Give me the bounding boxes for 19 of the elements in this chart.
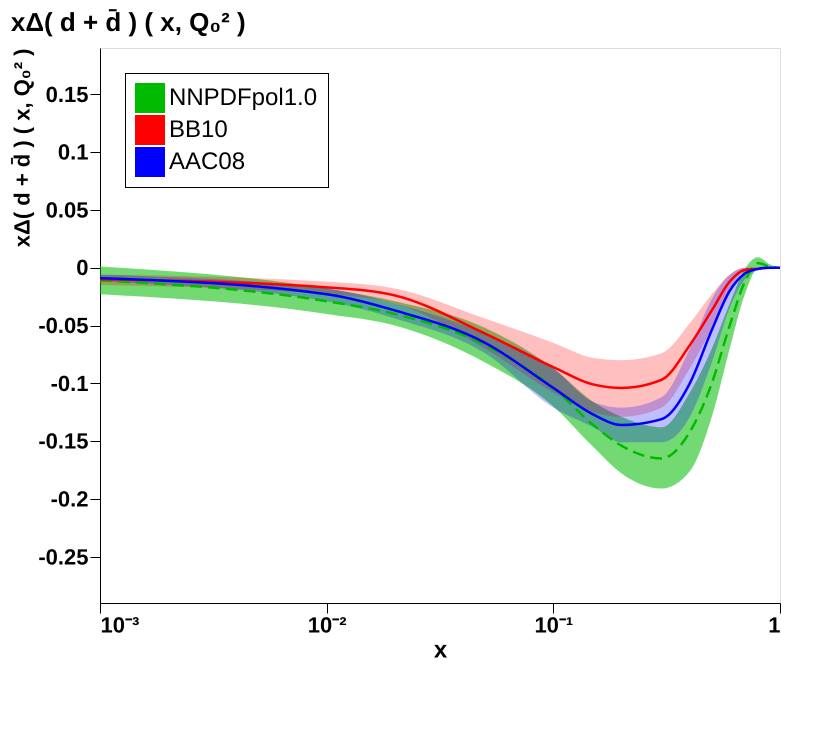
y-tick-label: 0.05 <box>46 197 88 222</box>
x-tick-label: 10⁻¹ <box>534 612 574 638</box>
y-tick-label: 0.15 <box>46 82 88 107</box>
y-tick-label: -0.15 <box>38 428 88 454</box>
y-tick-label: -0.25 <box>38 544 88 570</box>
y-tick-label: 0 <box>76 255 88 280</box>
x-tick-label: 1 <box>768 612 780 638</box>
y-axis-title: xΔ( d + d̄ ) ( x, Q₀² ) <box>9 48 34 248</box>
legend-label: BB10 <box>169 116 228 143</box>
y-tick-label: -0.1 <box>50 370 88 396</box>
chart-title: xΔ( d + d̄ ) ( x, Q₀² ) <box>10 7 246 37</box>
y-tick-label: -0.2 <box>50 486 88 512</box>
y-tick-label: 0.1 <box>58 140 88 165</box>
legend-label: NNPDFpol1.0 <box>169 84 318 111</box>
x-tick-label: 10⁻³ <box>100 612 140 638</box>
y-tick-label: -0.05 <box>38 313 88 338</box>
legend-label: AAC08 <box>169 148 246 175</box>
x-axis-title: x <box>434 636 448 664</box>
x-tick-label: 10⁻² <box>308 612 347 638</box>
